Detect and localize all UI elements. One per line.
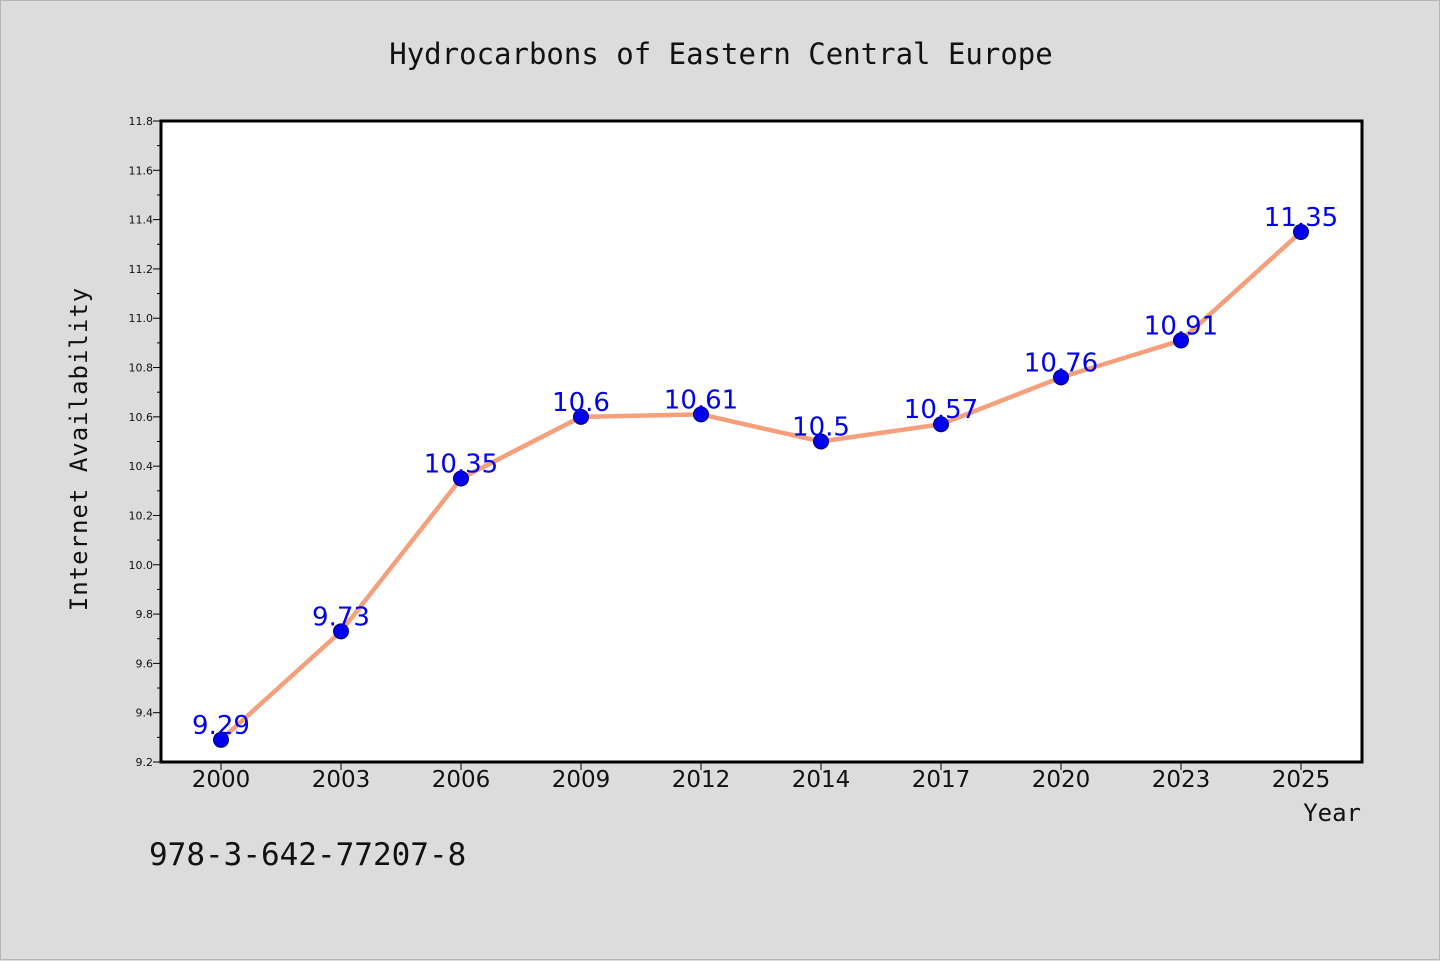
x-tick-label: 2017 xyxy=(912,767,971,793)
data-point xyxy=(693,406,709,423)
data-point xyxy=(1053,369,1069,386)
data-label: 10.91 xyxy=(1144,311,1218,341)
x-tick-label: 2025 xyxy=(1272,767,1331,793)
y-tick-label: 11.4 xyxy=(129,214,154,227)
y-tick-label: 11.2 xyxy=(129,263,154,276)
data-label: 10.76 xyxy=(1024,348,1098,378)
data-label: 9.29 xyxy=(192,711,250,741)
chart-title: Hydrocarbons of Eastern Central Europe xyxy=(389,37,1052,71)
y-tick-label: 9.2 xyxy=(136,756,154,769)
data-point xyxy=(933,416,949,433)
data-label: 10.5 xyxy=(792,413,850,443)
data-points xyxy=(213,223,1309,748)
data-label: 10.57 xyxy=(904,395,978,425)
y-tick-label: 10.8 xyxy=(129,362,154,375)
y-tick-label: 9.6 xyxy=(136,657,154,670)
x-tick-label: 2020 xyxy=(1032,767,1091,793)
data-point xyxy=(453,470,469,487)
x-axis: 2000 2003 2006 2009 2012 2014 2017 2020 2023 2025 xyxy=(192,762,1331,793)
y-tick-label: 11.8 xyxy=(129,115,154,128)
data-point xyxy=(213,731,229,748)
data-label: 10.35 xyxy=(424,449,498,479)
y-tick-label: 9.8 xyxy=(136,608,154,621)
data-point xyxy=(1173,332,1189,349)
y-tick-label: 10.0 xyxy=(129,559,154,572)
data-label: 10.61 xyxy=(664,385,738,415)
series-line xyxy=(218,229,1304,743)
x-tick-label: 2003 xyxy=(312,767,371,793)
y-tick-label: 9.4 xyxy=(136,707,154,720)
y-tick-label: 10.4 xyxy=(129,460,154,473)
data-point xyxy=(813,433,829,450)
y-axis-label: Internet Availability xyxy=(65,287,93,611)
data-label: 11.35 xyxy=(1264,203,1338,233)
data-point xyxy=(573,408,589,425)
x-axis-label: Year xyxy=(1303,799,1361,827)
y-tick-label: 10.6 xyxy=(129,411,154,424)
y-axis: 9.2 9.4 9.6 9.8 10.0 10.2 10.4 10.6 10.8 11.0 11.2… xyxy=(129,115,161,769)
x-tick-label: 2023 xyxy=(1152,767,1211,793)
plot-area xyxy=(159,119,1364,764)
data-labels: 9.29 9.73 10.35 10.6 10.61 10.5 10.57 10.76 10.9… xyxy=(192,203,1338,741)
x-tick-label: 2006 xyxy=(432,767,491,793)
x-tick-label: 2000 xyxy=(192,767,251,793)
x-tick-label: 2012 xyxy=(672,767,731,793)
y-tick-label: 11.0 xyxy=(129,312,154,325)
data-label: 10.6 xyxy=(552,388,610,418)
y-tick-label: 10.2 xyxy=(129,509,154,522)
x-tick-label: 2009 xyxy=(552,767,611,793)
isbn-text: 978-3-642-77207-8 xyxy=(149,837,466,873)
y-tick-label: 11.6 xyxy=(129,164,154,177)
x-tick-label: 2014 xyxy=(792,767,851,793)
data-point xyxy=(333,623,349,640)
data-point xyxy=(1293,223,1309,240)
data-label: 9.73 xyxy=(312,602,370,632)
